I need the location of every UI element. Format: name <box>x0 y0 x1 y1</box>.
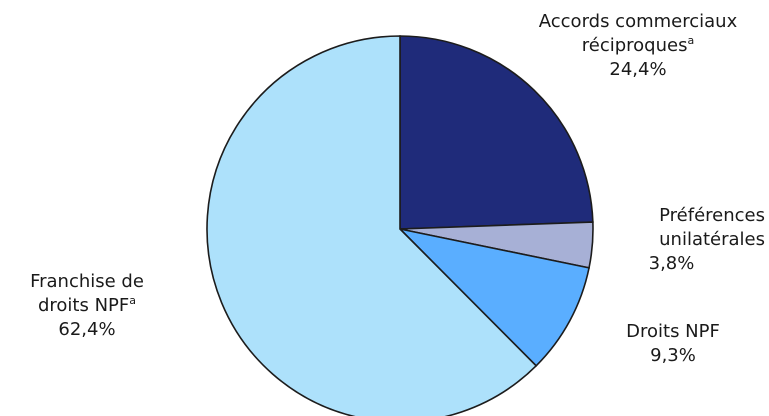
label-accords-line2: réciproques <box>581 35 688 56</box>
label-droits-npf-line1: Droits NPF <box>626 321 720 342</box>
label-franchise-line2: droits NPF <box>37 295 130 316</box>
label-droits-npf: Droits NPF 9,3% <box>598 320 748 368</box>
footnote-marker: a <box>687 34 695 47</box>
label-accords-commerciaux: Accords commerciaux réciproquesa 24,4% <box>513 10 763 82</box>
label-franchise-line1: Franchise de <box>30 271 144 292</box>
value-franchise-droits-npf: 62,4% <box>58 319 116 340</box>
label-franchise-droits-npf: Franchise de droits NPFa 62,4% <box>2 270 172 342</box>
value-accords-commerciaux: 24,4% <box>609 59 667 80</box>
value-droits-npf: 9,3% <box>650 345 696 366</box>
value-preferences-unilaterales: 3,8% <box>648 253 695 274</box>
label-preferences-line2: unilatérales <box>659 229 765 250</box>
slice-franchise-droits-npf <box>206 35 538 416</box>
label-preferences-line1: Préférences <box>659 205 765 226</box>
label-preferences-unilaterales: Préférences unilatérales 3,8% <box>600 204 765 276</box>
label-accords-line1: Accords commerciaux <box>538 11 738 32</box>
slice-droits-npf <box>397 227 590 367</box>
slice-accords-commerciaux <box>399 35 594 230</box>
footnote-marker: a <box>129 294 137 307</box>
